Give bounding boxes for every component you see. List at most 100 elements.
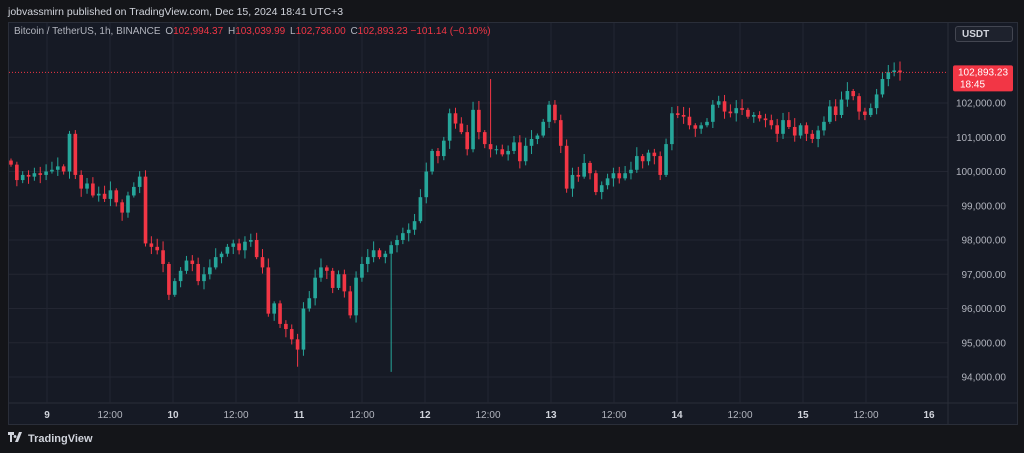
candle-body (693, 125, 698, 129)
candle-body (441, 140, 446, 157)
candle-body (453, 113, 458, 124)
candle-body (787, 120, 791, 127)
candle-body (137, 176, 142, 187)
candle-body (430, 150, 434, 172)
candle-body (652, 152, 657, 157)
candle-body (558, 120, 563, 146)
tradingview-logo-icon (8, 432, 24, 445)
candle-body (518, 142, 522, 162)
candle-body (254, 240, 259, 258)
candle-body (307, 298, 312, 309)
ohlc-legend: Bitcoin / TetherUS, 1h, BINANCE O102,994… (14, 26, 491, 37)
candle-body (38, 173, 43, 175)
candle-body (482, 132, 487, 145)
candle-body (576, 174, 581, 177)
change-value: −101.14 (−0.10%) (410, 26, 491, 37)
close-label: C (350, 26, 358, 37)
candle-body (208, 267, 212, 275)
candle-body (523, 145, 528, 162)
candle-body (377, 250, 382, 258)
x-tick-label: 10 (167, 410, 179, 421)
candle-body (640, 156, 645, 162)
currency-selector[interactable]: USDT (955, 26, 1013, 42)
symbol-label[interactable]: Bitcoin / TetherUS, 1h, BINANCE (14, 26, 161, 37)
candle-body (96, 193, 101, 196)
candle-body (447, 113, 452, 141)
candle-body (132, 186, 136, 196)
candle-body (61, 166, 66, 172)
candle-body (892, 70, 896, 73)
candle-body (588, 162, 592, 174)
y-tick-label: 101,000.00 (956, 133, 1006, 144)
candle-body (664, 144, 668, 175)
candle-body (570, 174, 575, 189)
candle-body (313, 277, 317, 299)
y-tick-label: 98,000.00 (962, 236, 1007, 247)
x-tick-label: 12 (419, 410, 431, 421)
candle-body (412, 221, 417, 230)
candle-body (857, 96, 861, 112)
candle-body (687, 116, 692, 126)
candle-body (184, 260, 189, 271)
candle-body (529, 138, 534, 146)
tradingview-brand[interactable]: TradingView (8, 432, 93, 445)
candle-body (506, 150, 510, 155)
candle-body (330, 270, 335, 288)
candle-body (395, 240, 399, 246)
candle-body (108, 190, 113, 199)
candle-body (775, 125, 779, 134)
x-tick-label: 12:00 (475, 410, 500, 421)
candle-body (436, 150, 440, 157)
x-tick-label: 12:00 (727, 410, 752, 421)
chart-pane[interactable] (8, 22, 1018, 425)
candle-body (20, 174, 25, 181)
candle-body (658, 156, 663, 175)
candle-body (488, 144, 493, 150)
candle-body (336, 274, 341, 288)
candle-body (722, 101, 727, 112)
publish-info: jobvassmirn published on TradingView.com… (8, 6, 344, 18)
candle-body (594, 173, 598, 193)
candle-body (295, 339, 300, 350)
candle-body (401, 233, 405, 240)
candle-body (816, 130, 820, 139)
candle-body (769, 120, 774, 126)
brand-name: TradingView (28, 432, 93, 445)
candle-body (605, 178, 610, 186)
candle-body (675, 113, 680, 115)
y-tick-label: 95,000.00 (962, 338, 1007, 349)
candle-body (804, 125, 809, 134)
candle-body (55, 166, 60, 170)
candle-body (284, 323, 288, 330)
x-tick-label: 11 (294, 410, 305, 421)
candle-body (161, 250, 165, 264)
high-label: H (227, 26, 236, 37)
candle-body (699, 125, 703, 129)
candle-body (728, 111, 733, 114)
candle-body (851, 91, 856, 97)
candle-body (383, 253, 388, 258)
candle-body (406, 229, 411, 234)
candle-body (547, 104, 551, 122)
candle-body (582, 162, 586, 177)
candle-body (272, 303, 277, 314)
candle-body (617, 173, 622, 179)
last-price-value: 102,893.23 (958, 67, 1008, 78)
y-tick-label: 94,000.00 (962, 373, 1007, 384)
candle-body (371, 250, 376, 258)
open-value: 102,994.37 (173, 26, 224, 37)
candle-body (833, 106, 838, 115)
candle-body (711, 104, 715, 122)
candle-body (360, 263, 364, 278)
candle-body (260, 257, 265, 268)
candle-body (828, 106, 832, 122)
last-price-tag (953, 65, 1013, 92)
candle-body (740, 108, 744, 110)
candle-body (219, 253, 224, 258)
candle-body (202, 274, 206, 282)
candle-body (705, 121, 709, 126)
candle-body (213, 257, 218, 268)
candle-body (611, 173, 616, 179)
candle-body (681, 114, 686, 117)
